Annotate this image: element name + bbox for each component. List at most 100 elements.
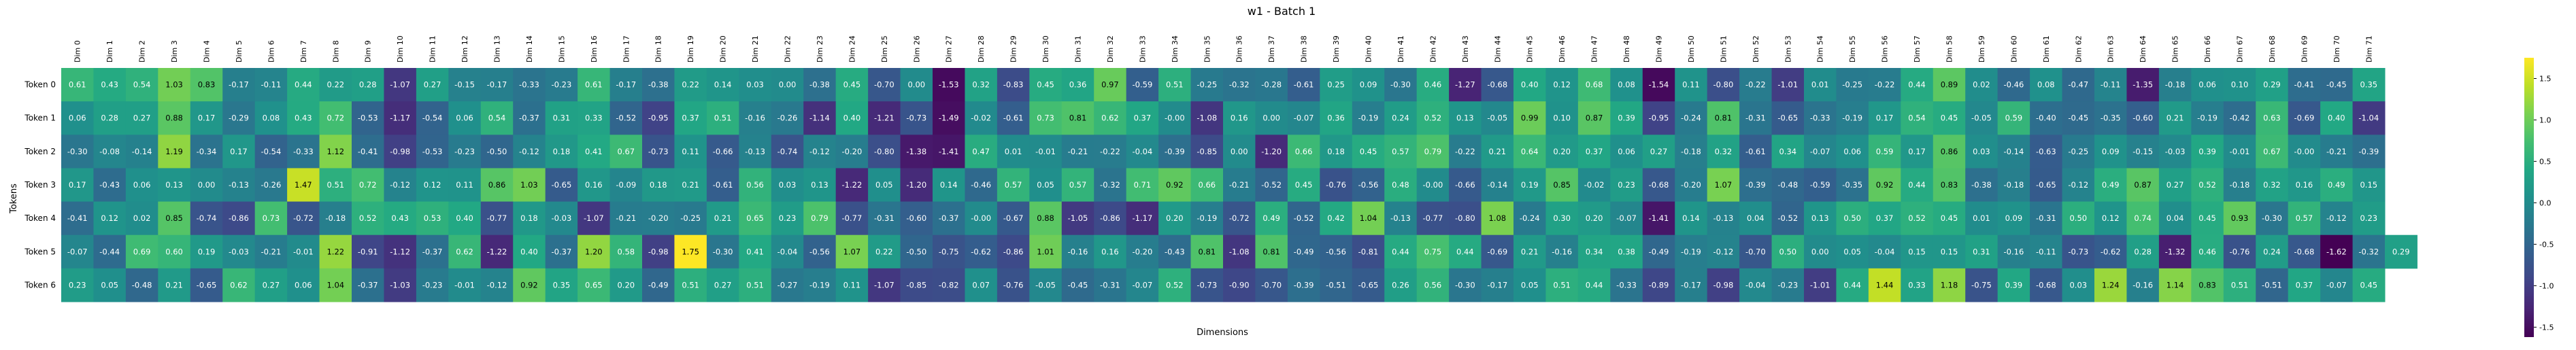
cell-value-label: -0.01 — [454, 280, 475, 290]
cell-value-label: -0.66 — [1455, 180, 1475, 190]
cell-value-label: 0.03 — [1973, 147, 1990, 156]
heatmap-cell — [1061, 68, 1094, 102]
heatmap-cell — [868, 135, 901, 169]
heatmap-cell — [1707, 101, 1740, 135]
cell-value-label: -1.35 — [2132, 80, 2153, 90]
heatmap-cell — [384, 268, 417, 302]
cell-value-label: -0.67 — [1003, 213, 1024, 223]
heatmap-cell — [578, 268, 611, 302]
x-tick-label: Dim 38 — [1300, 35, 1309, 63]
cell-value-label: 0.74 — [2134, 213, 2152, 223]
heatmap-cell — [1933, 68, 1966, 102]
cell-value-label: -0.85 — [1197, 147, 1217, 156]
cell-value-label: -0.12 — [390, 180, 410, 190]
heatmap-cell — [1190, 234, 1224, 269]
heatmap-cell — [803, 101, 837, 135]
cell-value-label: 0.39 — [1618, 113, 1635, 123]
heatmap-cell — [1158, 168, 1192, 203]
cell-value-label: -0.77 — [1423, 213, 1443, 223]
y-tick-label: Token 0 — [24, 80, 56, 90]
colorbar-tick-label: -0.5 — [2539, 240, 2554, 249]
heatmap-cell — [1352, 268, 1385, 302]
x-tick-label: Dim 21 — [751, 35, 760, 63]
heatmap-cell — [1610, 168, 1643, 203]
cell-value-label: 0.99 — [1521, 113, 1539, 123]
heatmap-cell — [1868, 168, 1901, 203]
cell-value-label: -0.30 — [2262, 213, 2282, 223]
cell-value-label: -0.01 — [2230, 147, 2250, 156]
heatmap-cell — [2256, 234, 2289, 269]
cell-value-label: 0.63 — [2263, 113, 2281, 123]
cell-value-label: 0.87 — [1586, 113, 1603, 123]
cell-value-label: 0.36 — [1327, 113, 1345, 123]
cell-value-label: -0.19 — [809, 280, 830, 290]
cell-value-label: -0.43 — [99, 180, 120, 190]
heatmap-cell — [1997, 68, 2030, 102]
cell-value-label: -0.17 — [487, 80, 507, 90]
heatmap-cell — [2223, 101, 2256, 135]
heatmap-cell — [1577, 234, 1611, 269]
cell-value-label: -0.16 — [1552, 247, 1572, 256]
x-tick-label: Dim 32 — [1106, 35, 1115, 63]
cell-value-label: -0.65 — [2036, 180, 2056, 190]
cell-value-label: 0.41 — [585, 147, 603, 156]
cell-value-label: 0.21 — [1521, 247, 1539, 256]
heatmap-cell — [1804, 68, 1837, 102]
cell-value-label: -0.16 — [1068, 247, 1088, 256]
heatmap-cell — [254, 135, 288, 169]
heatmap-cell — [1223, 135, 1256, 169]
heatmap-cell — [2320, 168, 2354, 203]
cell-value-label: 0.49 — [2102, 180, 2120, 190]
cell-value-label: -0.39 — [1165, 147, 1185, 156]
cell-value-label: -0.13 — [1390, 213, 1411, 223]
heatmap-cell — [1804, 168, 1837, 203]
cell-value-label: 0.48 — [1392, 180, 1409, 190]
heatmap-cell — [1513, 268, 1546, 302]
heatmap-cell — [287, 101, 320, 135]
heatmap-cell — [900, 234, 933, 269]
cell-value-label: -0.33 — [293, 147, 314, 156]
heatmap-cell — [1158, 268, 1192, 302]
cell-value-label: 0.27 — [424, 80, 441, 90]
heatmap-cell — [2030, 168, 2063, 203]
cell-value-label: -0.60 — [2132, 113, 2153, 123]
heatmap-cell — [480, 268, 514, 302]
cell-value-label: -0.65 — [1358, 280, 1379, 290]
heatmap-cell — [125, 68, 158, 102]
heatmap-cell — [609, 68, 643, 102]
cell-value-label: -0.82 — [939, 280, 959, 290]
cell-value-label: -0.04 — [1745, 280, 1766, 290]
heatmap-cell — [2288, 135, 2321, 169]
cell-value-label: -0.80 — [874, 147, 894, 156]
cell-value-label: 0.27 — [714, 280, 732, 290]
cell-value-label: -0.26 — [261, 180, 282, 190]
heatmap-cell — [1707, 201, 1740, 236]
cell-value-label: 0.14 — [940, 180, 958, 190]
heatmap-cell — [1481, 234, 1514, 269]
heatmap-cell — [352, 201, 384, 236]
cell-value-label: -0.05 — [1487, 113, 1507, 123]
heatmap-cell — [1965, 135, 1998, 169]
cell-value-label: 0.68 — [1586, 80, 1603, 90]
heatmap-cell — [609, 168, 643, 203]
heatmap-cell — [1029, 234, 1063, 269]
heatmap-cell — [706, 135, 739, 169]
cell-value-label: 0.52 — [359, 213, 377, 223]
cell-value-label: -0.32 — [1229, 80, 1250, 90]
cell-value-label: 0.44 — [295, 80, 312, 90]
cell-value-label: 0.24 — [1392, 113, 1409, 123]
cell-value-label: 1.24 — [2102, 280, 2120, 290]
cell-value-label: 0.53 — [424, 213, 441, 223]
heatmap-cell — [1255, 201, 1288, 236]
cell-value-label: 0.05 — [1037, 180, 1054, 190]
heatmap-cell — [513, 135, 546, 169]
cell-value-label: -1.41 — [939, 147, 959, 156]
cell-value-label: -0.07 — [2326, 280, 2347, 290]
cell-value-label: -0.49 — [648, 280, 669, 290]
x-tick-label: Dim 48 — [1622, 35, 1631, 63]
heatmap-cell — [1545, 68, 1579, 102]
x-tick-label: Dim 24 — [848, 35, 856, 63]
cell-value-label: 0.19 — [198, 247, 216, 256]
heatmap-cell — [1416, 268, 1450, 302]
heatmap-cell — [319, 201, 352, 236]
